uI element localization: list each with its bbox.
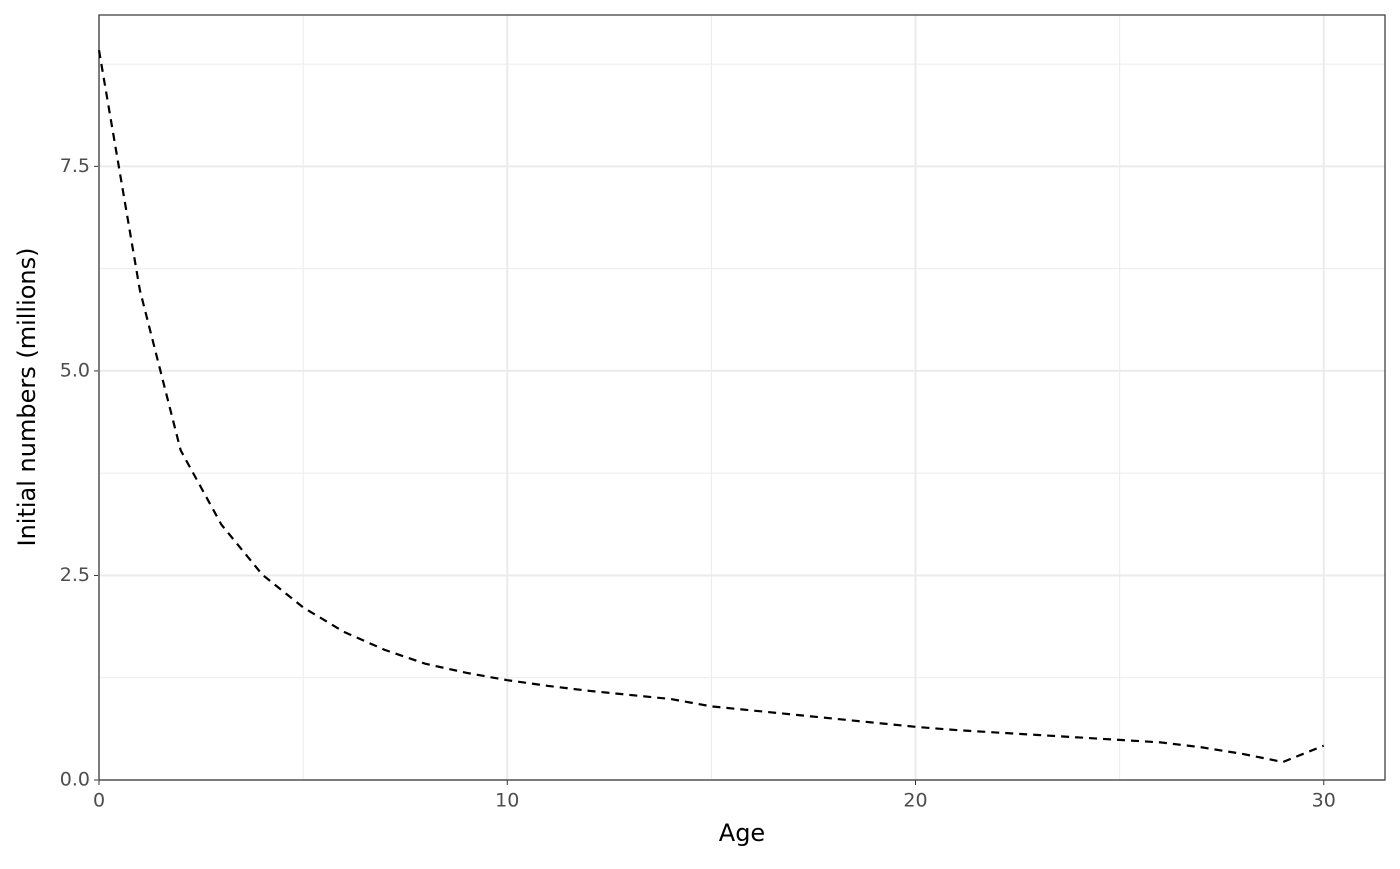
x-axis-title: Age: [719, 819, 765, 847]
y-tick-label: 0.0: [60, 769, 90, 791]
x-tick-label: 20: [903, 790, 927, 812]
plot-border: [98, 14, 1386, 781]
x-tick-label: 10: [495, 790, 519, 812]
y-tick-label: 5.0: [60, 359, 90, 381]
x-tick-label: 30: [1312, 790, 1336, 812]
x-tick-label: 0: [93, 790, 105, 812]
y-tick-label: 2.5: [60, 564, 90, 586]
y-tick-label: 7.5: [60, 155, 90, 177]
data-line: [97, 49, 1325, 764]
y-axis-title: Initial numbers (millions): [13, 247, 41, 546]
